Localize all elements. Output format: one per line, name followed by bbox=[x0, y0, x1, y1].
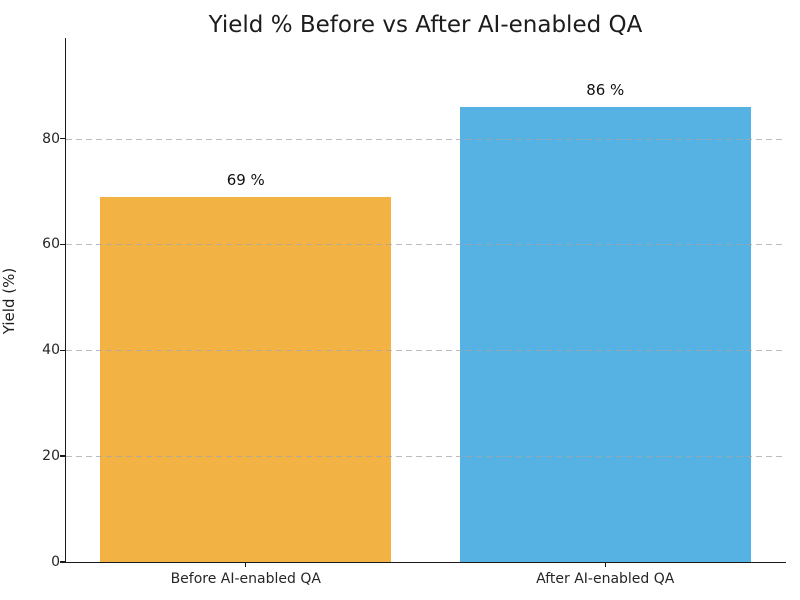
plot-area: 69 % Before AI-enabled QA 86 % After AI-ena… bbox=[42, 38, 786, 587]
y-tick-label: 0 bbox=[51, 554, 60, 570]
bar-value-label: 86 % bbox=[586, 80, 625, 99]
y-tick-mark bbox=[60, 349, 65, 351]
bar-value-label: 69 % bbox=[226, 170, 265, 189]
gridline-y40 bbox=[66, 350, 785, 352]
y-tick-mark bbox=[60, 137, 65, 140]
y-tick-label: 20 bbox=[42, 448, 60, 465]
chart-title: Yield % Before vs After AI-enabled QA bbox=[208, 12, 643, 38]
y-tick-mark bbox=[60, 455, 65, 457]
y-tick-label: 40 bbox=[42, 342, 60, 359]
y-axis-label: Yield (%) bbox=[0, 267, 18, 335]
gridline-y80 bbox=[66, 138, 785, 140]
y-tick-label: 80 bbox=[42, 130, 60, 147]
x-tick-label: After AI-enabled QA bbox=[536, 571, 675, 587]
x-axis-line bbox=[65, 561, 786, 563]
gridline-y20 bbox=[66, 456, 785, 458]
y-axis-line bbox=[65, 38, 67, 562]
x-tick-mark bbox=[245, 562, 247, 567]
bar-1 bbox=[100, 196, 392, 562]
bar-2 bbox=[459, 106, 751, 562]
y-tick-label: 60 bbox=[42, 236, 60, 253]
x-tick-label: Before AI-enabled QA bbox=[170, 571, 321, 587]
y-tick-mark bbox=[60, 243, 65, 246]
x-tick-mark bbox=[604, 562, 606, 567]
y-tick-mark bbox=[60, 561, 65, 563]
gridline-y60 bbox=[66, 244, 785, 246]
